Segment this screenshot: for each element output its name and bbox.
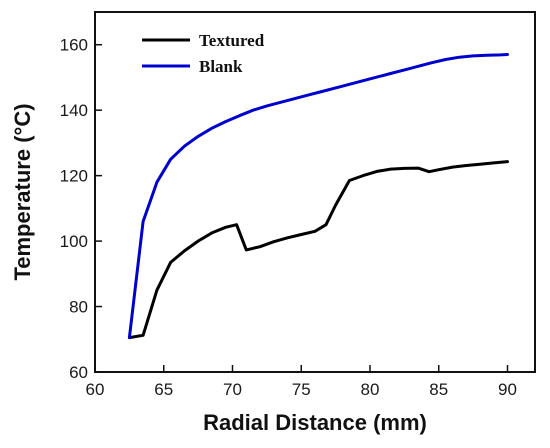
x-tick-label: 90 [498,380,517,399]
x-tick-label: 75 [292,380,311,399]
y-tick-label: 160 [60,36,88,55]
legend-label-blank: Blank [199,57,243,76]
x-tick-label: 60 [86,380,105,399]
x-tick-label: 80 [361,380,380,399]
y-tick-label: 60 [69,363,88,382]
y-tick-label: 80 [69,298,88,317]
y-tick-label: 100 [60,232,88,251]
plot-frame [94,11,536,373]
x-axis-ticks: 60 65 70 75 80 85 90 [86,365,517,399]
y-tick-label: 140 [60,101,88,120]
y-tick-label: 120 [60,167,88,186]
x-tick-label: 85 [429,380,448,399]
legend: Textured Blank [142,31,265,76]
x-tick-label: 70 [223,380,242,399]
legend-label-textured: Textured [199,31,265,50]
x-axis-title: Radial Distance (mm) [203,410,427,435]
series-line-textured [127,160,509,340]
y-axis-ticks: 60 80 100 120 140 160 [60,36,102,382]
y-axis-title: Temperature (°C) [10,103,35,280]
x-tick-label: 65 [154,380,173,399]
series-layer [127,53,509,340]
series-line-blank [127,53,509,340]
